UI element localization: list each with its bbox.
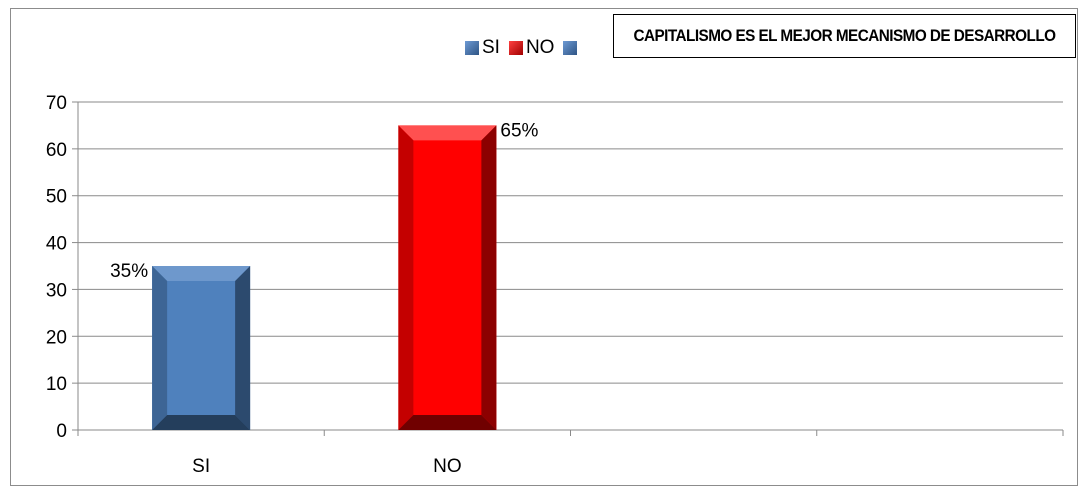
chart-title: CAPITALISMO ES EL MEJOR MECANISMO DE DES… <box>633 26 1056 45</box>
bar-bevel-bottom <box>152 415 251 430</box>
legend-label-si: SI <box>482 37 500 58</box>
legend-item-si: SI <box>465 37 500 59</box>
bar-bevel-right <box>235 266 251 430</box>
bar-bevel-right <box>481 125 497 430</box>
legend-item-no: NO <box>508 37 555 59</box>
y-tick-label: 0 <box>56 421 67 442</box>
chart-title-box: CAPITALISMO ES EL MEJOR MECANISMO DE DES… <box>613 14 1076 58</box>
bar-si <box>152 266 251 430</box>
chart-legend: SI NO <box>465 37 589 59</box>
x-tick-label: NO <box>433 456 462 477</box>
bar-bevel-top <box>152 266 251 281</box>
bar-bevel-left <box>152 266 168 430</box>
x-tick-label: SI <box>192 456 210 477</box>
y-tick-label: 50 <box>46 187 67 208</box>
y-tick-label: 40 <box>46 234 67 255</box>
y-tick-label: 60 <box>46 140 67 161</box>
data-label: 65% <box>500 120 538 141</box>
legend-label-no: NO <box>525 37 555 58</box>
bar-bevel-left <box>398 125 414 430</box>
legend-swatch-si <box>465 41 479 55</box>
legend-item-third <box>563 41 580 55</box>
bar-no <box>398 125 497 430</box>
y-tick-label: 20 <box>46 327 67 348</box>
legend-swatch-no <box>508 41 523 55</box>
y-tick-label: 70 <box>46 93 67 114</box>
legend-swatch-third <box>563 41 578 55</box>
bar-bevel-top <box>398 125 497 141</box>
y-tick-label: 10 <box>46 374 67 395</box>
bar-bevel-bottom <box>398 415 497 430</box>
data-label: 35% <box>110 261 148 282</box>
y-tick-label: 30 <box>46 280 67 301</box>
